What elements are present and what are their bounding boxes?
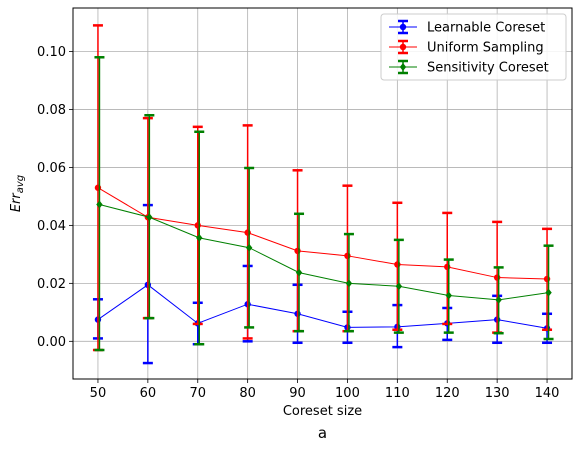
data-point-sensitivity xyxy=(196,233,203,242)
data-point-sensitivity xyxy=(445,291,452,300)
y-tick-label: 0.00 xyxy=(37,335,66,350)
series-learnable xyxy=(92,203,553,365)
x-axis-label: Coreset size xyxy=(283,404,362,419)
panel-label: a xyxy=(318,424,327,442)
x-tick-label: 130 xyxy=(485,386,510,401)
data-point-sensitivity xyxy=(146,213,153,222)
legend-box xyxy=(380,13,567,81)
x-tick-label: 70 xyxy=(189,386,206,401)
legend-marker-learnable xyxy=(399,23,407,31)
data-point-sensitivity xyxy=(395,282,403,291)
y-axis-label: Erravg xyxy=(9,175,26,212)
legend-label-uniform: Uniform Sampling xyxy=(427,41,544,56)
y-axis-label-subscript: avg xyxy=(15,175,26,193)
data-point-sensitivity xyxy=(545,288,552,297)
plot-frame xyxy=(72,7,573,380)
series-line-uniform xyxy=(97,187,548,280)
legend-label-sensitivity: Sensitivity Coreset xyxy=(427,61,549,76)
axis-ticks: 50 60 70 80 90 100 110 120 130 140 0.00 0.02 0.04 0.0… xyxy=(37,45,559,401)
series-uniform xyxy=(92,24,553,352)
series-line-sensitivity xyxy=(99,204,549,301)
y-tick-label: 0.08 xyxy=(37,103,66,118)
series-layer xyxy=(92,24,554,365)
series-line-learnable xyxy=(97,284,548,329)
x-tick-label: 50 xyxy=(90,386,107,401)
y-tick-label: 0.02 xyxy=(37,277,66,292)
x-tick-label: 120 xyxy=(435,386,460,401)
x-tick-label: 80 xyxy=(239,386,256,401)
data-point-sensitivity xyxy=(295,268,303,277)
y-tick-label: 0.06 xyxy=(37,161,66,176)
y-tick-label: 0.10 xyxy=(37,45,66,60)
x-tick-label: 100 xyxy=(335,386,360,401)
y-axis-label-main: Err xyxy=(9,192,24,213)
legend-marker-sensitivity xyxy=(399,63,407,71)
data-point-sensitivity xyxy=(96,200,103,209)
data-point-sensitivity xyxy=(345,279,353,288)
legend-marker-uniform xyxy=(399,43,407,51)
x-tick-label: 140 xyxy=(535,386,560,401)
legend-label-learnable: Learnable Coreset xyxy=(427,21,545,36)
data-point-sensitivity xyxy=(495,295,502,304)
x-tick-label: 110 xyxy=(385,386,410,401)
x-tick-label: 60 xyxy=(140,386,157,401)
series-sensitivity xyxy=(94,56,554,352)
legend: Learnable Coreset Uniform Sampling Sensiti… xyxy=(380,13,567,81)
y-tick-label: 0.04 xyxy=(37,219,66,234)
data-point-sensitivity xyxy=(245,243,253,252)
x-tick-label: 90 xyxy=(289,386,306,401)
